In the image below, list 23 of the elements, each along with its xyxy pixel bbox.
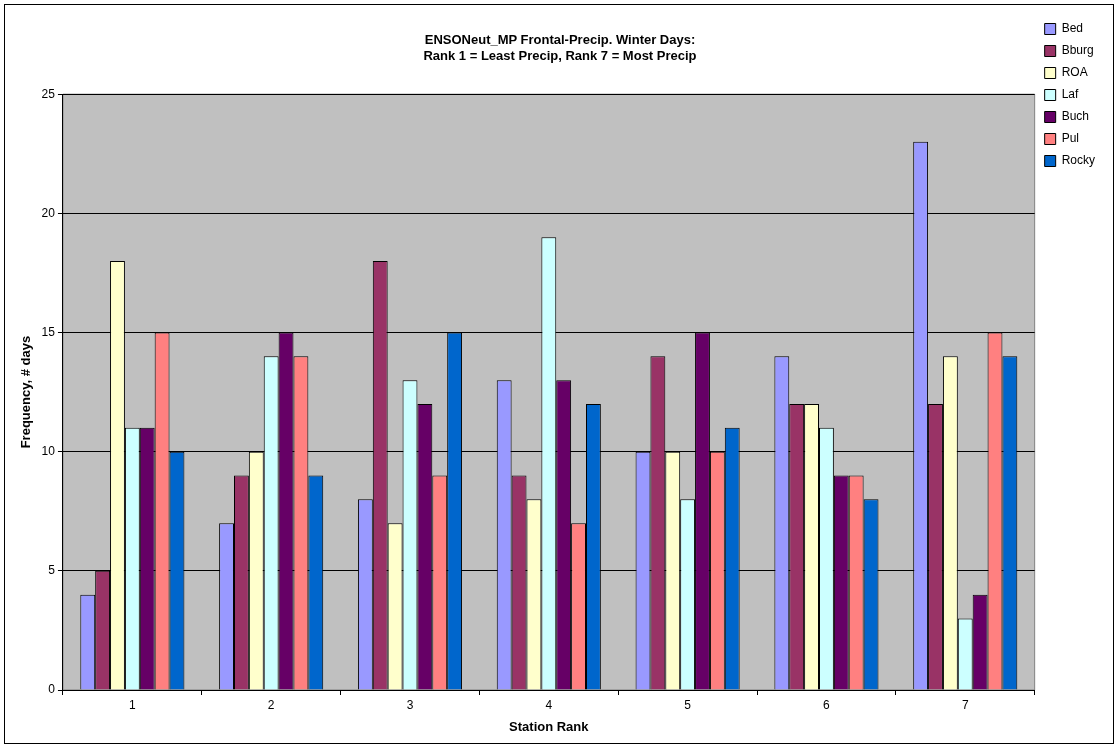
y-axis-title: Frequency, # days [18,335,34,449]
x-tick-label: 5 [684,697,692,712]
x-tick-label: 2 [267,697,275,712]
legend-label: Pul [1061,131,1079,146]
legend-label: Rocky [1061,153,1095,168]
y-tick-label: 0 [48,682,56,697]
x-tick-label: 6 [823,697,831,712]
y-tick-label: 25 [41,86,56,101]
legend-label: Bburg [1061,43,1094,58]
y-tick-label: 15 [41,324,56,339]
legend-label: Bed [1061,21,1084,36]
legend-label: ROA [1061,65,1088,80]
y-tick-label: 20 [41,205,56,220]
x-tick-label: 4 [545,697,553,712]
y-tick-label: 5 [48,563,56,578]
x-tick-label: 3 [406,697,414,712]
x-axis-title: Station Rank [509,718,590,734]
x-tick-label: 7 [961,697,969,712]
x-tick-label: 1 [129,697,137,712]
y-tick-label: 10 [41,443,56,458]
legend-label: Laf [1061,87,1080,102]
legend-label: Buch [1061,109,1090,124]
chart-title: ENSONeut_MP Frontal-Precip. Winter Days: Rank 1 = Least Precip, Rank 7 = Most Precip [423,32,697,63]
